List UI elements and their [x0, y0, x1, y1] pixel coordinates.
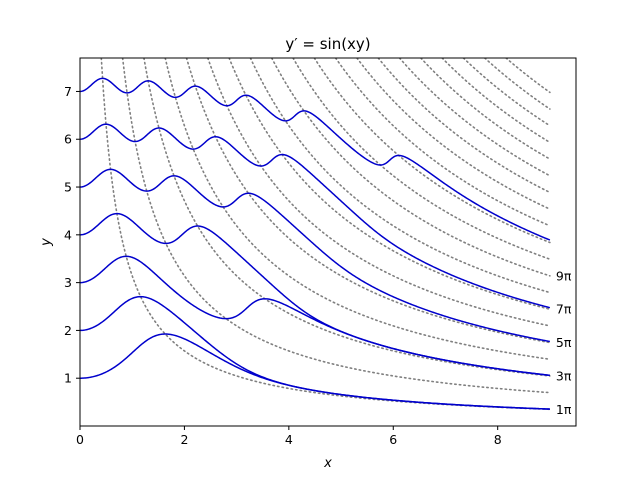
- curve-label-9pi: 9π: [556, 268, 572, 283]
- x-tick-label: 2: [180, 432, 188, 447]
- reference-curve-20pi: [505, 58, 551, 94]
- y-tick-label: 5: [64, 180, 72, 195]
- curve-label-5pi: 5π: [556, 335, 572, 350]
- chart-title: y′ = sin(xy): [285, 35, 370, 53]
- y-tick-label: 6: [64, 132, 72, 147]
- plot-frame: [79, 57, 577, 427]
- axis-ticks: 0 2 4 6 8 1 2 3 4 5 6 7: [64, 84, 502, 447]
- reference-curve-10pi: [292, 58, 551, 260]
- x-tick-label: 4: [285, 432, 293, 447]
- curve-label-1pi: 1π: [556, 402, 572, 417]
- reference-curve-12pi: [334, 58, 551, 227]
- reference-curve-8pi: [249, 58, 551, 294]
- reference-curve-19pi: [483, 58, 551, 110]
- curve-label-7pi: 7π: [556, 302, 572, 317]
- reference-curve-1pi: [100, 58, 551, 411]
- reference-curve-18pi: [462, 58, 551, 127]
- reference-curve-2pi: [121, 58, 551, 394]
- solution-curve-y0-7: [80, 77, 551, 241]
- x-tick-label: 0: [76, 432, 84, 447]
- curve-label-3pi: 3π: [556, 368, 572, 383]
- reference-curve-16pi: [420, 58, 551, 160]
- solution-curve-y0-3: [80, 255, 550, 377]
- reference-curve-9pi: [270, 58, 551, 277]
- reference-curve-4pi: [164, 58, 551, 361]
- reference-curve-5pi: [185, 58, 551, 344]
- solution-curve-y0-5: [80, 168, 551, 343]
- curve-labels: 1π 3π 5π 7π 9π: [556, 268, 572, 416]
- reference-curve-11pi: [313, 58, 551, 244]
- reference-curve-14pi: [377, 58, 551, 194]
- solution-curve-y0-4: [80, 212, 550, 377]
- y-tick-label: 7: [64, 84, 72, 99]
- reference-curve-13pi: [356, 58, 551, 210]
- x-tick-label: 6: [389, 432, 397, 447]
- solution-curve-y0-1: [80, 333, 550, 410]
- y-axis-label: y: [39, 238, 54, 247]
- y-tick-label: 3: [64, 275, 72, 290]
- reference-curve-15pi: [398, 58, 551, 177]
- reference-curve-17pi: [441, 58, 551, 144]
- x-tick-label: 8: [494, 432, 502, 447]
- y-tick-label: 2: [64, 323, 72, 338]
- reference-curve-6pi: [207, 58, 551, 327]
- solution-curve-y0-6: [80, 123, 551, 309]
- y-tick-label: 1: [64, 371, 72, 386]
- solution-curve-y0-2: [80, 295, 550, 410]
- y-tick-label: 4: [64, 227, 72, 242]
- solution-curves: [80, 77, 551, 410]
- reference-curve-3pi: [143, 58, 551, 377]
- reference-curves: [100, 58, 551, 411]
- x-axis-label: x: [323, 456, 332, 471]
